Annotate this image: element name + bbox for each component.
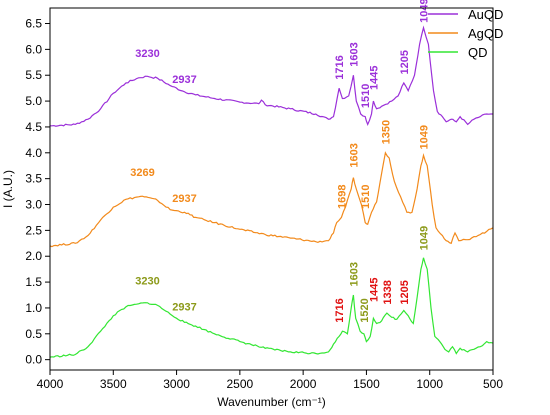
x-tick-label: 2000 bbox=[290, 377, 317, 391]
x-axis-title: Wavenumber (cm⁻¹) bbox=[217, 395, 326, 409]
axis-layer: 4000 3500 3000 2500 2000 1500 1000 500 0.0 0.5 1.0… bbox=[25, 7, 503, 391]
peak-label: 1603 bbox=[348, 42, 360, 66]
peak-label: 3230 bbox=[135, 48, 159, 60]
peak-label: 1445 bbox=[368, 278, 380, 302]
peak-label: 1049 bbox=[419, 125, 431, 149]
y-tick-label: 6.0 bbox=[25, 42, 42, 56]
x-tick-label: 500 bbox=[483, 377, 503, 391]
peak-label: 1205 bbox=[399, 50, 411, 74]
peak-label: 1698 bbox=[336, 185, 348, 209]
peak-label: 3269 bbox=[130, 167, 154, 179]
y-tick-label: 4.5 bbox=[25, 120, 42, 134]
peak-label: 2937 bbox=[172, 302, 196, 314]
peak-label: 1510 bbox=[360, 84, 372, 108]
annotation-layer: 3230293717161603151014451205104932692937… bbox=[130, 0, 430, 323]
peak-label: 2937 bbox=[172, 193, 196, 205]
peak-label: 1510 bbox=[360, 185, 372, 209]
peak-label: 1445 bbox=[368, 66, 380, 90]
y-tick-label: 0.0 bbox=[25, 353, 42, 367]
series-line-agqd bbox=[49, 151, 494, 248]
y-axis-title: I (A.U.) bbox=[1, 170, 15, 208]
x-tick-label: 3000 bbox=[163, 377, 190, 391]
peak-label: 1205 bbox=[399, 280, 411, 304]
x-tick-label: 2500 bbox=[227, 377, 254, 391]
y-tick-label: 5.5 bbox=[25, 68, 42, 82]
series-line-qd bbox=[49, 257, 494, 358]
y-tick-label: 3.5 bbox=[25, 172, 42, 186]
peak-label: 1520 bbox=[359, 298, 371, 322]
x-tick-label: 1500 bbox=[353, 377, 380, 391]
peak-label: 2937 bbox=[172, 74, 196, 86]
y-tick-label: 2.5 bbox=[25, 223, 42, 237]
legend: AuQD AgQD QD bbox=[428, 7, 503, 60]
peak-label: 1049 bbox=[419, 226, 431, 250]
x-tick-label: 1000 bbox=[416, 377, 443, 391]
peak-label: 1603 bbox=[348, 262, 360, 286]
peak-label: 1603 bbox=[348, 143, 360, 167]
y-tick-label: 1.0 bbox=[25, 301, 42, 315]
y-tick-label: 1.5 bbox=[25, 275, 42, 289]
y-tick-label: 5.0 bbox=[25, 94, 42, 108]
peak-label: 1716 bbox=[334, 55, 346, 79]
series-layer bbox=[49, 25, 494, 358]
peak-label: 1350 bbox=[380, 120, 392, 144]
x-tick-label: 4000 bbox=[37, 377, 64, 391]
y-tick-label: 0.5 bbox=[25, 327, 42, 341]
y-tick-label: 3.0 bbox=[25, 198, 42, 212]
y-tick-label: 2.0 bbox=[25, 249, 42, 263]
series-line-auqd bbox=[49, 25, 493, 127]
peak-label: 1338 bbox=[382, 280, 394, 304]
legend-label-auqd: AuQD bbox=[468, 7, 503, 22]
peak-label: 1716 bbox=[334, 298, 346, 322]
peak-label: 3230 bbox=[135, 276, 159, 288]
x-tick-label: 3500 bbox=[100, 377, 127, 391]
legend-label-agqd: AgQD bbox=[468, 26, 503, 41]
y-tick-label: 4.0 bbox=[25, 146, 42, 160]
legend-label-qd: QD bbox=[468, 45, 488, 60]
y-tick-label: 6.5 bbox=[25, 17, 42, 31]
peak-label: 1049 bbox=[419, 0, 431, 23]
plot-frame bbox=[49, 7, 494, 371]
